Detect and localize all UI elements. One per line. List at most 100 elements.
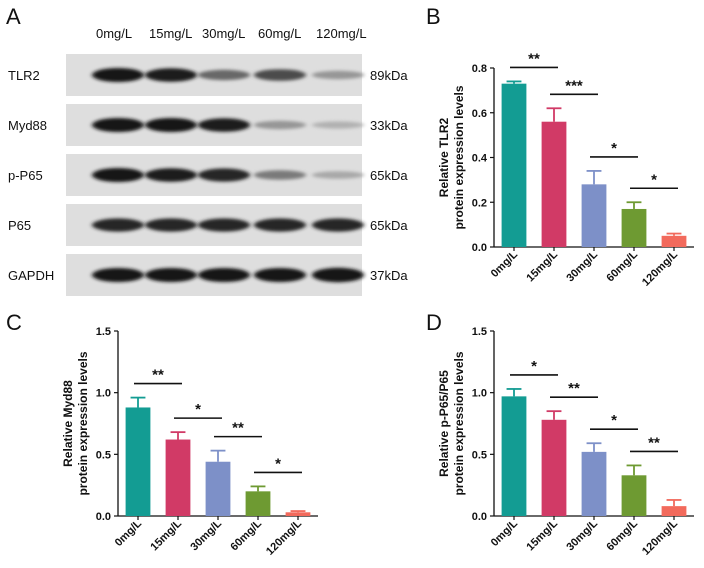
x-tick-label: 30mg/L [188, 517, 224, 553]
blot-band [312, 171, 364, 179]
blot-band [312, 267, 364, 283]
blot-band [145, 118, 197, 132]
y-tick-label: 0.6 [472, 108, 487, 120]
y-tick-label: 0.8 [472, 63, 487, 75]
chart-tlr2: 0.0 0.2 0.4 0.6 0.8 Relative TLR2 protein expr… [437, 50, 694, 289]
blot-protein-label: TLR2 [8, 68, 40, 83]
significance-label: * [611, 412, 617, 429]
blot-band [312, 70, 364, 80]
panel-letter-c: C [6, 310, 22, 335]
x-tick-label: 0mg/L [113, 517, 145, 549]
x-tick-label: 30mg/L [564, 248, 600, 284]
blot-lane-label: 30mg/L [202, 26, 245, 41]
significance-label: * [651, 171, 657, 188]
blot-protein-label: p-P65 [8, 168, 43, 183]
y-axis-label: Relative Myd88 [61, 380, 75, 467]
x-tick-label: 60mg/L [604, 248, 640, 284]
y-tick-label: 0.2 [472, 197, 487, 209]
x-tick-label: 60mg/L [604, 517, 640, 553]
y-tick-label: 0.0 [472, 511, 487, 523]
y-tick-label: 1.0 [472, 388, 487, 400]
blot-band [198, 69, 250, 81]
x-tick-label: 60mg/L [228, 517, 264, 553]
chart-p-p65-p65: 0.0 0.5 1.0 1.5 Relative p-P65/P65 protein ex… [437, 326, 694, 558]
blot-band [145, 168, 197, 182]
significance-label: * [275, 455, 281, 472]
x-tick-label: 30mg/L [564, 517, 600, 553]
blot-band [198, 168, 250, 182]
x-tick-label: 120mg/L [640, 248, 680, 288]
blot-lane-label: 15mg/L [149, 26, 192, 41]
blot-protein-label: P65 [8, 218, 31, 233]
blot-band [312, 218, 364, 232]
bar [501, 396, 527, 516]
panel-letter-a: A [6, 4, 21, 29]
blot-band [92, 218, 144, 232]
blot-protein-label: GAPDH [8, 268, 54, 283]
bar [165, 439, 191, 516]
bar [621, 208, 647, 247]
bar [541, 121, 567, 247]
blot-band [198, 268, 250, 282]
blot-band [254, 170, 306, 180]
blot-size-label: 65kDa [370, 168, 408, 183]
significance-label: ** [232, 420, 244, 437]
significance-label: ** [568, 380, 580, 397]
x-tick-label: 0mg/L [489, 248, 521, 280]
bar [661, 506, 687, 516]
bar [285, 512, 311, 516]
bar [501, 83, 527, 247]
x-tick-label: 15mg/L [148, 517, 184, 553]
blot-band [254, 120, 306, 130]
blot-band [92, 68, 144, 82]
blot-band [92, 118, 144, 132]
x-tick-label: 15mg/L [524, 248, 560, 284]
significance-label: * [531, 358, 537, 375]
panel-letter-d: D [426, 310, 442, 335]
x-tick-label: 120mg/L [640, 517, 680, 557]
significance-label: ** [648, 434, 660, 451]
y-tick-label: 0.5 [96, 449, 111, 461]
blot-band [312, 121, 364, 129]
blot-size-label: 89kDa [370, 68, 408, 83]
blot-size-label: 33kDa [370, 118, 408, 133]
x-tick-label: 15mg/L [524, 517, 560, 553]
bar [541, 419, 567, 516]
bar [581, 451, 607, 516]
bar [621, 475, 647, 516]
blot-size-label: 37kDa [370, 268, 408, 283]
y-tick-label: 0.5 [472, 449, 487, 461]
blot-band [145, 218, 197, 232]
panel-letter-b: B [426, 4, 441, 29]
blot-lane-label: 60mg/L [258, 26, 301, 41]
western-blot-panel: 0mg/L 15mg/L 30mg/L 60mg/L 120mg/L TLR2 89kDa M… [8, 26, 408, 296]
y-tick-label: 1.5 [472, 326, 487, 338]
y-tick-label: 0.0 [96, 511, 111, 523]
y-axis-label: Relative p-P65/P65 [437, 370, 451, 477]
y-axis-label: protein expression levels [76, 351, 90, 495]
bar [245, 491, 271, 516]
blot-lane-label: 120mg/L [316, 26, 367, 41]
blot-band [198, 218, 250, 232]
x-tick-label: 0mg/L [489, 517, 521, 549]
bar [125, 407, 151, 516]
significance-label: * [195, 401, 201, 418]
significance-label: *** [565, 77, 583, 94]
y-tick-label: 1.5 [96, 326, 111, 338]
blot-band [198, 118, 250, 132]
y-tick-label: 0.0 [472, 242, 487, 254]
blot-lane-label: 0mg/L [96, 26, 132, 41]
y-axis-label: Relative TLR2 [437, 117, 451, 197]
y-tick-label: 1.0 [96, 388, 111, 400]
blot-band [145, 268, 197, 282]
blot-band [254, 268, 306, 282]
significance-label: ** [152, 367, 164, 384]
chart-myd88: 0.0 0.5 1.0 1.5 Relative Myd88 protein expres… [61, 326, 318, 558]
y-axis-label: protein expression levels [452, 85, 466, 229]
y-axis-label: protein expression levels [452, 351, 466, 495]
blot-band [254, 218, 306, 232]
blot-protein-label: Myd88 [8, 118, 47, 133]
significance-label: * [611, 140, 617, 157]
blot-band [145, 68, 197, 82]
